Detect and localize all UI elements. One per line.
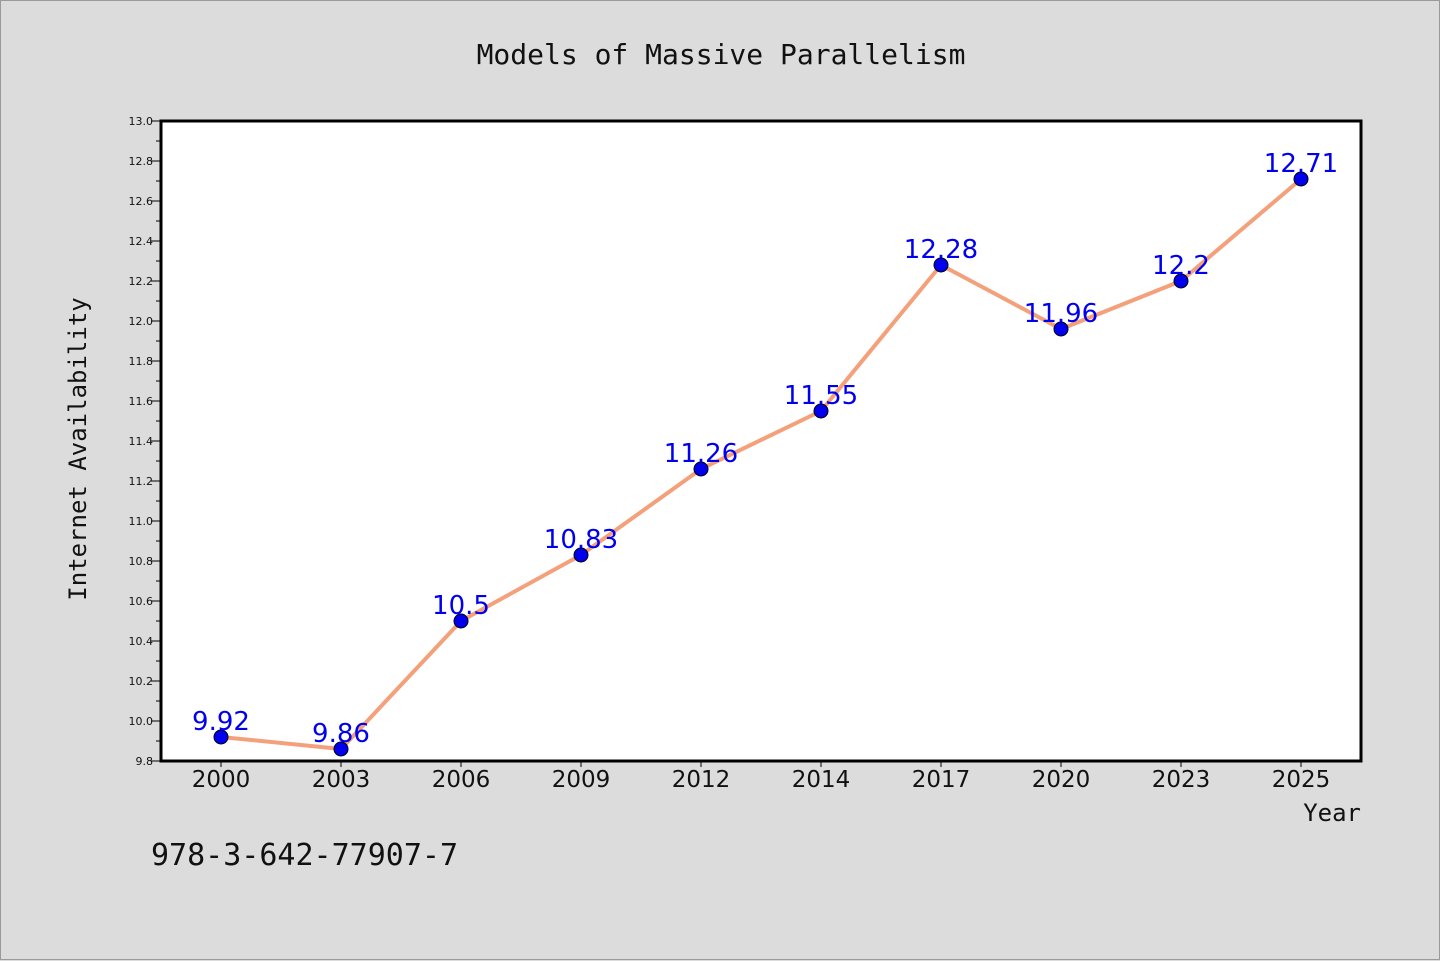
x-tick-label: 2009 [552, 767, 611, 793]
data-label: 11.96 [1024, 299, 1098, 329]
y-tick-label: 11.8 [129, 355, 154, 368]
y-tick-label: 13.0 [129, 115, 154, 128]
y-tick-label: 12.8 [129, 155, 154, 168]
x-tick-label: 2012 [672, 767, 731, 793]
x-tick-label: 2003 [312, 767, 371, 793]
y-axis: 9.8 10.0 10.2 10.4 10.6 10.8 11.0 11.2 11.4 11.6 1… [129, 115, 161, 768]
data-point [1173, 273, 1189, 289]
data-label: 12.2 [1152, 251, 1210, 281]
x-tick-label: 2025 [1272, 767, 1331, 793]
data-point [1293, 171, 1309, 187]
y-tick-label: 11.0 [129, 515, 154, 528]
data-label: 12.71 [1264, 149, 1338, 179]
series-line [220, 177, 1303, 751]
y-tick-label: 9.8 [136, 755, 154, 768]
x-axis: 2000 2003 2006 2009 2012 2014 2017 2020 2023 2025 [192, 761, 1331, 793]
data-label: 10.83 [544, 525, 618, 555]
y-tick-label: 12.2 [129, 275, 154, 288]
x-axis-label: Year [1303, 799, 1361, 827]
y-tick-label: 10.2 [129, 675, 154, 688]
data-point [1053, 321, 1069, 337]
data-point [813, 403, 829, 419]
data-point [453, 613, 469, 629]
chart-title: Models of Massive Parallelism [477, 38, 966, 71]
x-tick-label: 2014 [792, 767, 851, 793]
y-tick-label: 12.6 [129, 195, 154, 208]
series-group: 9.92 9.86 10.5 10.83 11.26 11.55 12.28 11.96 12.… [192, 149, 1338, 757]
x-tick-label: 2023 [1152, 767, 1211, 793]
x-tick-label: 2006 [432, 767, 491, 793]
data-label: 9.92 [192, 707, 250, 737]
x-tick-label: 2017 [912, 767, 971, 793]
data-point [573, 547, 589, 563]
y-tick-label: 10.0 [129, 715, 154, 728]
data-label: 10.5 [432, 591, 490, 621]
y-tick-label: 11.4 [129, 435, 154, 448]
data-label: 12.28 [904, 235, 978, 265]
y-tick-label: 10.6 [129, 595, 154, 608]
y-tick-label: 12.0 [129, 315, 154, 328]
x-tick-label: 2020 [1032, 767, 1091, 793]
data-point [933, 257, 949, 273]
y-tick-label: 10.4 [129, 635, 154, 648]
y-tick-label: 12.4 [129, 235, 154, 248]
footnote-isbn: 978-3-642-77907-7 [151, 838, 458, 873]
data-label: 11.55 [784, 381, 858, 411]
data-label: 9.86 [312, 719, 370, 749]
y-tick-label: 11.6 [129, 395, 154, 408]
y-tick-label: 11.2 [129, 475, 154, 488]
data-point [213, 729, 229, 745]
y-tick-label: 10.8 [129, 555, 154, 568]
y-axis-label: Internet Availability [64, 297, 92, 600]
data-label: 11.26 [664, 439, 738, 469]
data-point [693, 461, 709, 477]
data-point [333, 741, 349, 757]
x-tick-label: 2000 [192, 767, 251, 793]
